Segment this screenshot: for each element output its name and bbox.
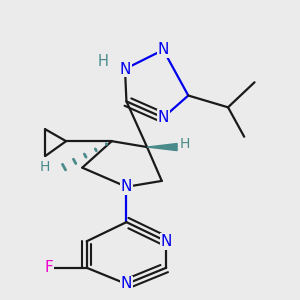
Text: N: N	[158, 110, 169, 125]
Text: N: N	[121, 277, 132, 292]
Text: N: N	[160, 234, 172, 249]
Text: H: H	[40, 160, 50, 174]
Text: N: N	[158, 42, 169, 57]
Text: H: H	[180, 137, 190, 151]
Text: N: N	[121, 179, 132, 194]
Text: H: H	[98, 54, 108, 69]
Text: N: N	[119, 61, 131, 76]
Polygon shape	[147, 143, 177, 151]
Text: F: F	[44, 260, 53, 275]
